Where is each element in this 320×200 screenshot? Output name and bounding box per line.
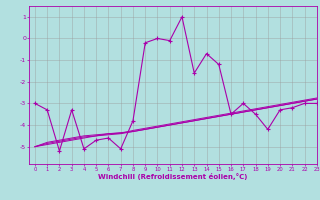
X-axis label: Windchill (Refroidissement éolien,°C): Windchill (Refroidissement éolien,°C) (98, 173, 247, 180)
